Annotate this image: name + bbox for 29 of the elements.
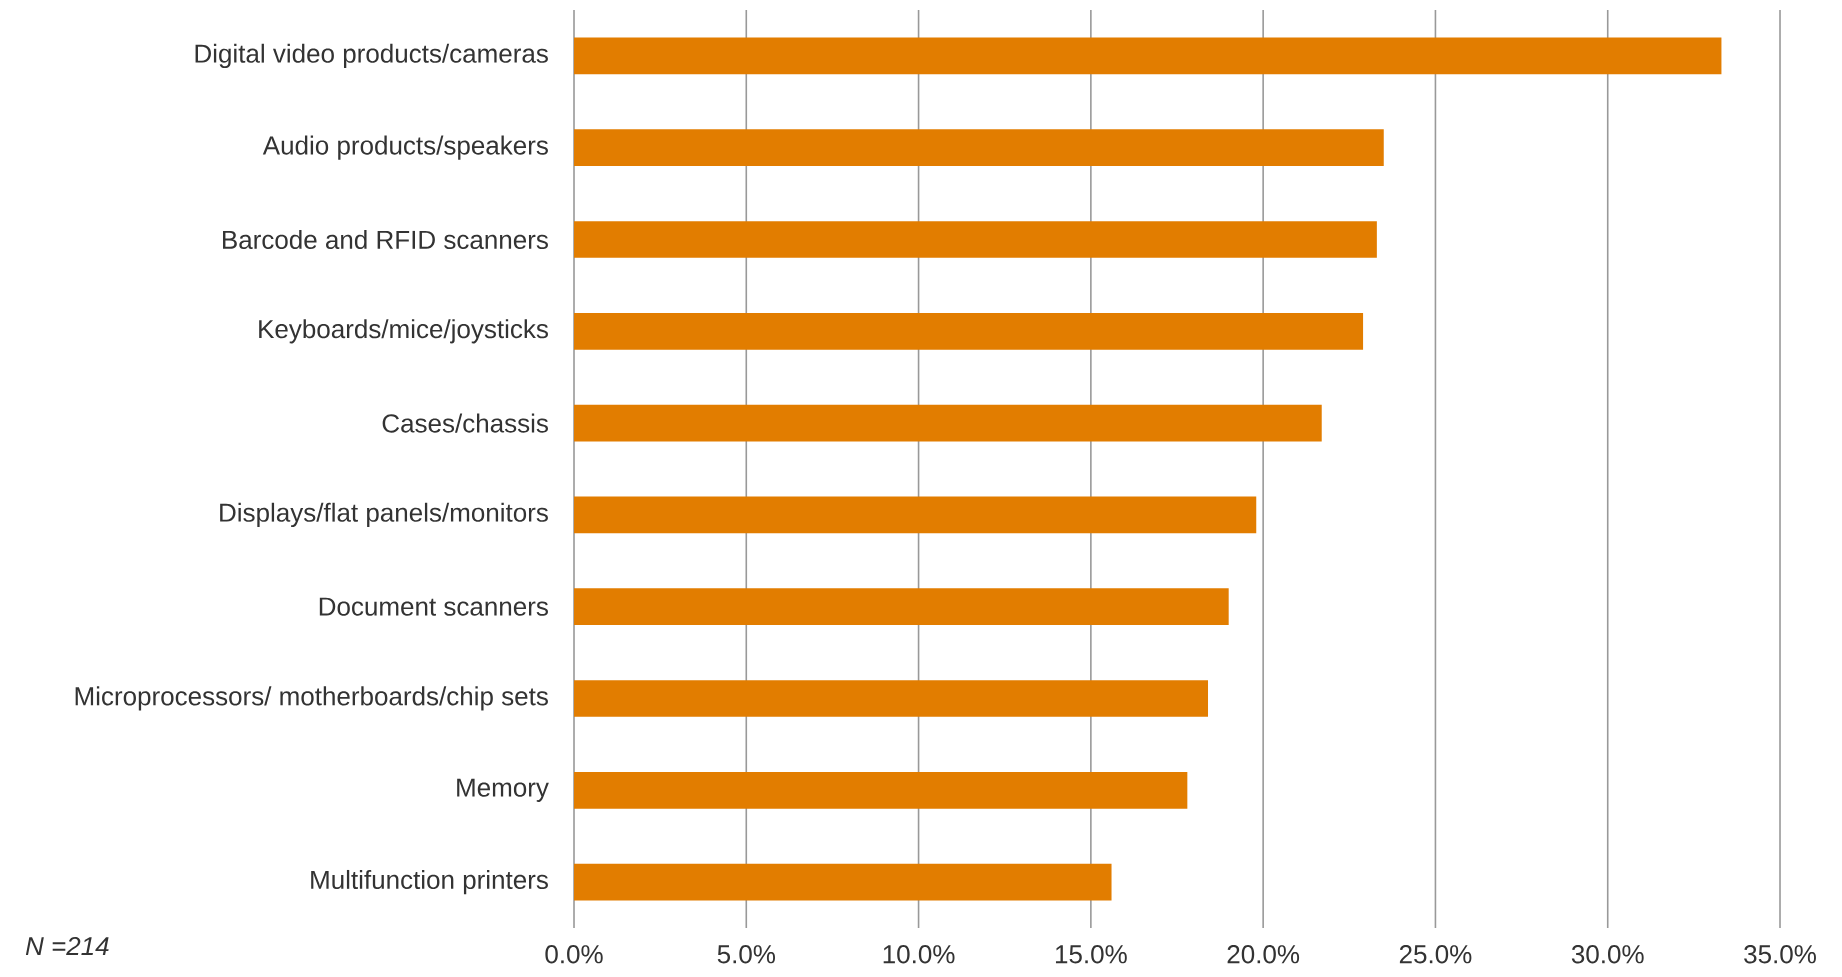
x-tick-label: 0.0% (545, 945, 603, 964)
x-tick-label: 20.0% (1227, 945, 1300, 964)
bar (574, 312, 1364, 350)
x-tick-label: 25.0% (1399, 945, 1472, 964)
x-tick-label: 35.0% (1744, 945, 1816, 964)
y-tick-label: Memory (457, 778, 549, 802)
y-tick-label: Barcode and RFID scanners (223, 229, 548, 250)
x-tick-label: 30.0% (1571, 945, 1644, 964)
text: N =214 (25, 936, 109, 956)
bar (574, 588, 1229, 626)
y-tick-label: Digital video products/cameras (195, 43, 548, 69)
x-tick-label: 5.0% (717, 945, 776, 964)
bar (574, 863, 1112, 901)
bar (574, 404, 1322, 442)
bar (574, 37, 1722, 75)
y-tick-label: Document scanners (319, 597, 548, 616)
y-tick-label: Cases/chassis (382, 413, 548, 433)
y-tick-label: Multifunction printers (311, 869, 548, 895)
y-tick-label: Audio products/speakers (262, 135, 548, 160)
x-tick-label: 10.0% (883, 945, 955, 964)
bar (574, 129, 1384, 167)
bar (574, 496, 1257, 534)
bar (574, 221, 1377, 258)
bar (574, 680, 1209, 717)
y-tick-label: Displays/flat panels/monitors (220, 502, 548, 528)
y-tick-label: Microprocessors/ motherboards/chip sets (75, 686, 548, 711)
x-tick-label: 15.0% (1055, 945, 1127, 964)
y-tick-label: Keyboards/mice/joysticks (259, 319, 548, 344)
bar (574, 771, 1188, 809)
